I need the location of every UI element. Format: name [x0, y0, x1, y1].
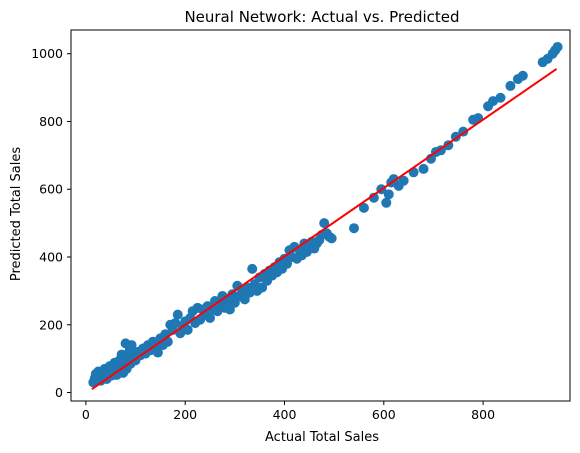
data-point — [518, 71, 528, 81]
y-tick-label: 200 — [39, 317, 63, 332]
y-tick-label: 1000 — [31, 46, 63, 61]
x-tick-label: 600 — [372, 407, 396, 422]
x-tick-label: 800 — [471, 407, 495, 422]
data-point — [553, 42, 563, 52]
data-point — [205, 313, 215, 323]
x-tick-label: 400 — [273, 407, 297, 422]
x-axis-label: Actual Total Sales — [265, 430, 379, 445]
data-point — [495, 93, 505, 103]
x-tick-label: 0 — [82, 407, 90, 422]
x-tick-label: 200 — [173, 407, 197, 422]
data-point — [349, 223, 359, 233]
y-tick-label: 600 — [39, 182, 63, 197]
chart-title: Neural Network: Actual vs. Predicted — [184, 8, 459, 26]
data-point — [381, 198, 391, 208]
y-tick-label: 800 — [39, 114, 63, 129]
data-point — [384, 189, 394, 199]
data-point — [173, 310, 183, 320]
fit-line — [92, 69, 557, 389]
plot-area: 0 200 400 600 800 0 200 400 600 800 1000 — [31, 30, 570, 422]
y-axis-label: Predicted Total Sales — [9, 147, 24, 281]
y-tick-label: 0 — [55, 385, 63, 400]
y-tick-label: 400 — [39, 250, 63, 265]
data-point — [247, 264, 257, 274]
data-point — [505, 81, 515, 91]
data-point — [327, 233, 337, 243]
data-point — [419, 164, 429, 174]
